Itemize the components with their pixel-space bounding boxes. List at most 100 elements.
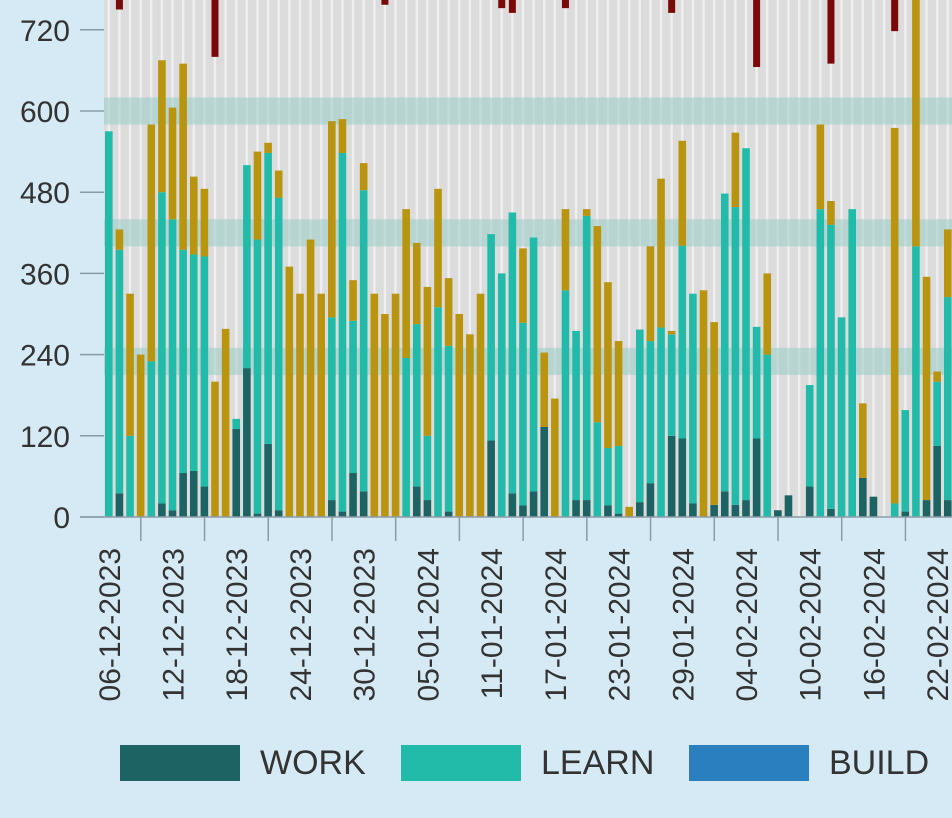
bar-other (816, 124, 825, 210)
bar-learn (848, 209, 856, 517)
x-tick-label: 23-01-2024 (604, 548, 637, 701)
bar-other (922, 276, 931, 501)
bar-work (943, 500, 952, 517)
x-tick-label: 06-12-2023 (94, 548, 127, 701)
bar-work (805, 486, 814, 517)
grid-stripe (426, 0, 429, 517)
bar-learn (890, 503, 899, 517)
bar-work (168, 510, 177, 517)
grid-stripe (288, 0, 291, 517)
bar-other (115, 229, 124, 250)
bar-other (412, 242, 421, 325)
grid-stripe (468, 0, 472, 517)
bar-learn (264, 152, 272, 444)
bar-work (253, 513, 262, 517)
grid-stripe (861, 0, 865, 517)
bar-other (158, 60, 166, 193)
spike-mark (115, 0, 123, 10)
legend-label-build: BUILD (829, 744, 929, 782)
grid-stripe (320, 0, 323, 517)
bar-other (349, 280, 357, 321)
grid-stripe (574, 0, 578, 517)
grid-stripe (458, 0, 461, 517)
bar-other (136, 354, 145, 517)
bar-learn (720, 193, 729, 492)
bar-learn (805, 385, 814, 487)
bar-other (381, 314, 389, 517)
bar-learn (359, 190, 368, 492)
spike-mark (211, 0, 219, 57)
bar-other (593, 226, 602, 423)
bar-other (274, 170, 283, 198)
grid-stripe (373, 0, 376, 517)
bar-work (444, 511, 453, 517)
x-tick-label: 30-12-2023 (349, 548, 382, 701)
bar-learn (423, 435, 432, 501)
bar-work (423, 500, 432, 517)
grid-stripe (712, 0, 716, 517)
y-tick-label: 600 (20, 96, 70, 129)
grid-stripe (139, 0, 142, 517)
bar-learn (816, 209, 825, 517)
grid-stripe (787, 0, 790, 517)
bar-work (232, 429, 241, 517)
grid-stripe (702, 0, 705, 517)
bar-learn (232, 418, 241, 430)
bar-work (720, 491, 729, 517)
bar-learn (593, 422, 602, 517)
plot-area (104, 0, 952, 518)
bar-other (296, 293, 304, 517)
x-tick-label: 10-02-2024 (795, 548, 828, 701)
bar-work (710, 504, 718, 517)
bar-learn (105, 131, 113, 518)
bar-other (678, 140, 687, 246)
bar-learn (582, 215, 591, 501)
bar-work (859, 477, 867, 517)
grid-stripe (383, 0, 387, 517)
bar-other (859, 403, 867, 478)
y-axis: 0 120 240 360 480 600 720 (20, 15, 104, 535)
bar-learn (646, 341, 655, 484)
x-axis: 06-12-2023 12-12-2023 18-12-2023 24-12-2023… (80, 516, 952, 701)
bar-other (328, 121, 336, 318)
bar-work (274, 510, 283, 517)
bar-other (604, 282, 612, 448)
grid-stripe (543, 0, 546, 517)
bar-other (943, 229, 952, 298)
bar-other (370, 293, 379, 517)
legend-swatch-work (120, 745, 240, 781)
bar-other (147, 124, 156, 362)
bar-learn (912, 246, 920, 517)
bar-work (359, 491, 368, 517)
bar-other (338, 119, 347, 153)
spike-mark (827, 0, 835, 64)
bar-learn (412, 324, 421, 487)
bar-work (264, 443, 272, 517)
bar-other (391, 293, 400, 517)
x-tick-label: 16-02-2024 (858, 548, 891, 701)
bar-learn (444, 345, 453, 512)
grid-stripe (617, 0, 620, 517)
bar-work (412, 486, 421, 517)
grid-stripe (235, 0, 238, 517)
bar-other (168, 107, 177, 220)
grid-stripe (224, 0, 227, 517)
bar-work (678, 438, 687, 517)
bar-learn (147, 361, 156, 517)
bar-other (444, 278, 453, 346)
y-tick-label: 240 (20, 340, 70, 373)
bar-other (211, 381, 219, 517)
plot-background (104, 0, 952, 517)
bar-work (540, 427, 549, 517)
bar-work (933, 445, 941, 517)
bar-learn (126, 435, 134, 517)
legend-label-work: WORK (260, 744, 366, 782)
highlight-band (104, 347, 952, 375)
bar-work (529, 491, 538, 517)
bar-learn (667, 334, 676, 436)
bar-work (742, 500, 750, 517)
bar-work (115, 493, 124, 517)
bar-learn (657, 327, 665, 517)
bar-learn (561, 290, 570, 517)
legend-swatch-learn (401, 745, 521, 781)
